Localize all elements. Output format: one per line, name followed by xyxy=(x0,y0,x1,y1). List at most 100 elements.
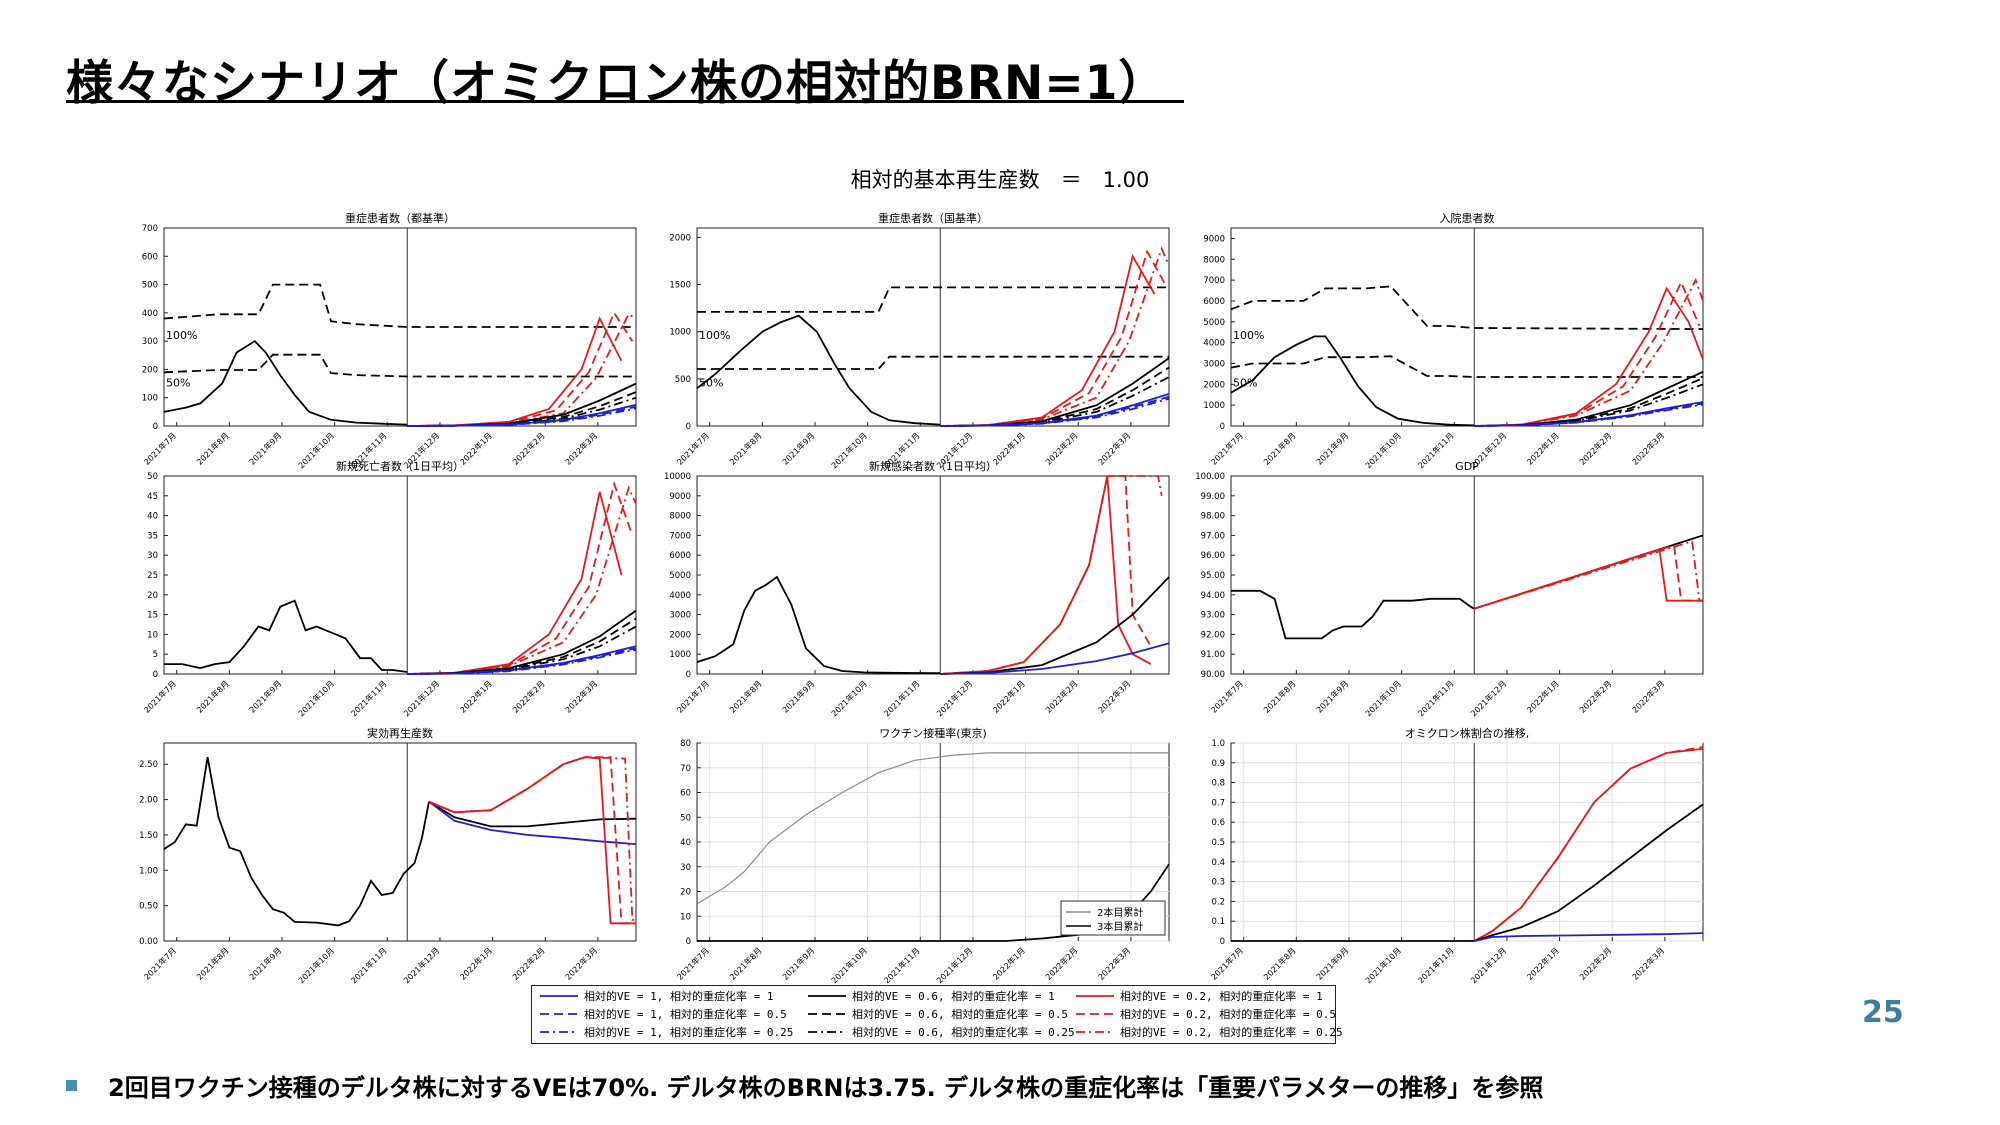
subplot-5: 新規感染者数（1日平均） 0 1000 2000 3000 4000 5000 6000 700… xyxy=(664,459,1170,718)
y-tick-label: 91.00 xyxy=(1201,650,1225,660)
x-tick-label: 2021年7月 xyxy=(142,678,178,714)
x-tick-label: 2021年9月 xyxy=(247,945,283,981)
subplot-1: 重症患者数（都基準） 0 100 200 300 400 500 600 700 2021年7月 2… xyxy=(142,211,637,470)
x-tick-label: 2022年2月 xyxy=(510,430,546,466)
y-tick-label: 0.50 xyxy=(139,902,158,912)
x-tick-label: 2021年9月 xyxy=(247,678,283,714)
y-tick-label: 8000 xyxy=(669,512,691,522)
y-tick-label: 2000 xyxy=(1203,380,1225,390)
y-tick-label: 10 xyxy=(680,912,691,922)
y-tick-label: 500 xyxy=(675,375,691,385)
y-tick-label: 0.6 xyxy=(1211,818,1225,828)
legend-label: 相対的VE = 1, 相対的重症化率 = 1 xyxy=(584,990,774,1003)
y-tick-label: 2.00 xyxy=(139,796,158,806)
x-tick-label: 2021年12月 xyxy=(1468,945,1508,985)
subplot-4: 新規死亡者数（1日平均） 0 5 10 15 20 25 30 35 40 45 50 2021年7月 2… xyxy=(142,459,637,718)
x-tick-label: 2022年2月 xyxy=(1577,430,1613,466)
y-tick-label: 1000 xyxy=(1203,401,1225,411)
plot-frame xyxy=(696,475,1170,675)
series-line xyxy=(940,475,1163,675)
x-tick-label: 2022年1月 xyxy=(1525,430,1561,466)
legend-label: 相対的VE = 0.6, 相対的重症化率 = 1 xyxy=(852,990,1055,1003)
legend-label: 相対的VE = 0.6, 相対的重症化率 = 0.25 xyxy=(852,1026,1075,1039)
x-tick-label: 2021年7月 xyxy=(1209,945,1245,981)
x-tick-label: 2021年8月 xyxy=(727,678,763,714)
series-line xyxy=(407,648,637,675)
y-tick-label: 3000 xyxy=(1203,359,1225,369)
x-tick-label: 2021年7月 xyxy=(675,678,711,714)
subplot-9: オミクロン株割合の推移, 0 0.1 0.2 0.3 0.4 0.5 0.6 0.7 0.8 0.9… xyxy=(1209,726,1704,985)
series-line xyxy=(696,314,941,426)
y-tick-label: 0.2 xyxy=(1211,897,1225,907)
series-line xyxy=(940,246,1170,427)
y-tick-label: 100 xyxy=(142,394,158,404)
x-tick-label: 2021年10月 xyxy=(1363,678,1403,718)
series-line xyxy=(163,756,430,927)
y-tick-label: 20 xyxy=(680,888,691,898)
x-tick-label: 2021年8月 xyxy=(727,430,763,466)
x-tick-label: 2021年9月 xyxy=(1314,678,1350,714)
legend-swatch xyxy=(540,1013,578,1015)
plot-frame xyxy=(163,475,637,675)
series-line xyxy=(407,617,637,675)
plot-frame xyxy=(163,742,637,942)
y-tick-label: 0.00 xyxy=(139,937,158,947)
inset-legend-label: 2本目累計 xyxy=(1097,906,1143,919)
annotation-50: 50% xyxy=(1233,376,1257,389)
series-line xyxy=(407,485,637,675)
x-tick-label: 2021年8月 xyxy=(194,945,230,981)
legend-label: 相対的VE = 0.6, 相対的重症化率 = 0.5 xyxy=(852,1008,1068,1021)
series-line xyxy=(1474,402,1704,427)
x-tick-label: 2022年3月 xyxy=(1630,945,1666,981)
y-tick-label: 4000 xyxy=(1203,339,1225,349)
series-line xyxy=(163,353,636,378)
y-tick-label: 1500 xyxy=(669,281,691,291)
page-number: 25 xyxy=(1862,995,1904,1030)
x-tick-label: 2021年8月 xyxy=(194,430,230,466)
series-line xyxy=(1474,403,1704,427)
x-tick-label: 2022年1月 xyxy=(991,678,1027,714)
y-tick-label: 60 xyxy=(680,789,691,799)
x-tick-label: 2021年11月 xyxy=(882,945,922,985)
y-tick-label: 10000 xyxy=(664,472,691,482)
annotation-100: 100% xyxy=(166,329,197,342)
x-tick-label: 2021年10月 xyxy=(296,678,336,718)
plot-frame xyxy=(1230,475,1704,675)
series-line xyxy=(1230,335,1475,427)
x-tick-label: 2021年12月 xyxy=(934,945,974,985)
x-tick-label: 2021年7月 xyxy=(142,945,178,981)
y-tick-label: 500 xyxy=(142,281,158,291)
series-line xyxy=(1474,277,1704,427)
y-tick-label: 40 xyxy=(680,838,691,848)
subplot-title: 重症患者数（都基準） xyxy=(345,211,455,225)
series-line xyxy=(696,752,1169,905)
x-tick-label: 2021年7月 xyxy=(1209,430,1245,466)
footnote: 2回目ワクチン接種のデルタ株に対するVEは70%. デルタ株のBRNは3.75.… xyxy=(108,1074,1544,1102)
plot-frame xyxy=(696,227,1170,427)
title-underline xyxy=(66,100,1184,103)
x-tick-label: 2022年2月 xyxy=(1043,945,1079,981)
series-line xyxy=(1473,746,1704,942)
annotation-100: 100% xyxy=(699,329,730,342)
series-line xyxy=(1474,803,1704,942)
x-tick-label: 2022年3月 xyxy=(563,430,599,466)
y-tick-label: 200 xyxy=(142,365,158,375)
x-tick-label: 2022年1月 xyxy=(458,678,494,714)
x-tick-label: 2022年3月 xyxy=(563,945,599,981)
subplot-7: 実効再生産数 0.00 0.50 1.00 1.50 2.00 2.50 2021年7月 202… xyxy=(139,726,637,985)
y-tick-label: 20 xyxy=(147,591,158,601)
y-tick-label: 0.7 xyxy=(1211,798,1225,808)
series-line xyxy=(697,286,1169,313)
y-tick-label: 9000 xyxy=(1203,234,1225,244)
y-tick-label: 70 xyxy=(680,764,691,774)
x-tick-label: 2021年12月 xyxy=(401,945,441,985)
x-tick-label: 2021年9月 xyxy=(780,430,816,466)
x-tick-label: 2022年3月 xyxy=(1630,678,1666,714)
series-line xyxy=(428,800,637,845)
legend-swatch xyxy=(1076,995,1114,997)
x-tick-label: 2021年9月 xyxy=(1314,945,1350,981)
legend-swatch xyxy=(1076,1031,1114,1033)
y-tick-label: 6000 xyxy=(669,551,691,561)
series-line xyxy=(1230,355,1703,378)
